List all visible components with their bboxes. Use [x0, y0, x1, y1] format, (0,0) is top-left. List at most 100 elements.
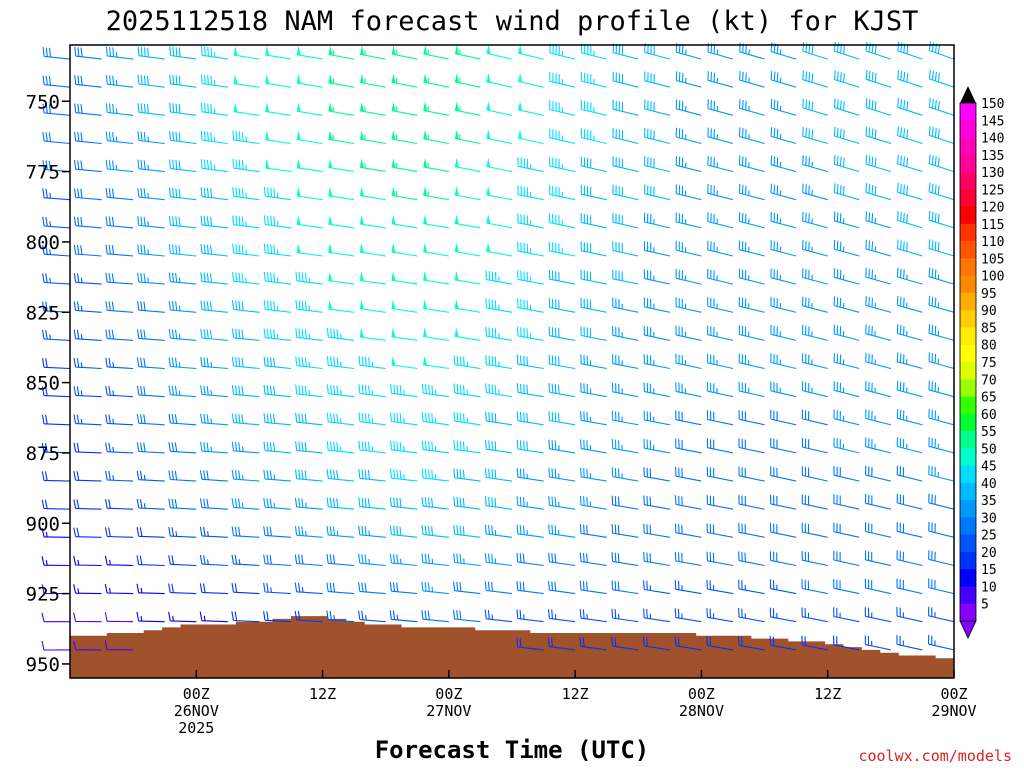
wind-barb: [802, 438, 827, 453]
wind-barb: [392, 102, 418, 116]
wind-barb: [138, 329, 165, 340]
wind-barb: [138, 244, 165, 256]
wind-barb: [43, 76, 70, 88]
wind-barb: [550, 100, 575, 115]
wind-barb: [897, 381, 922, 397]
wind-barb: [771, 99, 796, 115]
wind-barb: [898, 126, 923, 143]
wind-barb: [739, 325, 764, 340]
wind-barb: [802, 381, 827, 396]
wind-barb: [771, 269, 796, 285]
wind-barb: [707, 523, 733, 537]
colorbar-label: 10: [981, 580, 997, 595]
wind-barb: [517, 553, 544, 566]
wind-barb-layer: [42, 42, 954, 651]
y-tick-label: 950: [26, 654, 60, 676]
wind-barb: [264, 357, 291, 369]
wind-barb: [645, 185, 670, 200]
wind-barb: [359, 611, 386, 622]
wind-barb: [676, 184, 701, 199]
wind-barb: [201, 301, 228, 313]
color-legend: 1501451401351301251201151101051009590858…: [960, 86, 1004, 638]
colorbar-swatch: [960, 552, 976, 570]
wind-barb: [929, 465, 954, 481]
wind-barb: [42, 500, 70, 510]
wind-barb: [549, 609, 576, 622]
wind-barb: [360, 45, 386, 59]
wind-barb: [106, 358, 133, 369]
wind-barb: [803, 268, 828, 284]
colorbar-label: 15: [981, 563, 997, 578]
wind-barb: [42, 415, 70, 425]
wind-barb: [138, 216, 165, 228]
colorbar-swatch: [960, 379, 976, 397]
wind-barb: [233, 187, 260, 199]
wind-barb: [802, 410, 827, 425]
wind-barb: [518, 129, 544, 143]
x-axis-label: Forecast Time (UTC): [375, 736, 650, 764]
wind-barb: [644, 609, 670, 622]
colorbar-label: 40: [981, 477, 997, 492]
wind-barb: [360, 102, 386, 115]
wind-barb: [297, 46, 323, 59]
wind-barb: [234, 46, 260, 59]
wind-barb: [550, 242, 576, 256]
x-tick-label: 26NOV: [174, 702, 219, 720]
wind-barb: [74, 330, 101, 341]
wind-barb: [423, 130, 449, 144]
wind-barb: [866, 211, 891, 228]
credit-link[interactable]: coolwx.com/models: [858, 747, 1012, 765]
wind-barb: [328, 300, 354, 312]
wind-barb: [612, 581, 638, 594]
wind-barb: [390, 554, 417, 566]
wind-barb: [550, 213, 576, 228]
wind-barb: [835, 70, 860, 87]
wind-barb: [866, 324, 891, 340]
wind-barb: [866, 522, 891, 537]
wind-barb: [929, 522, 954, 537]
wind-barb: [580, 524, 606, 537]
wind-barb: [739, 212, 764, 228]
wind-barb: [929, 437, 954, 453]
wind-barb: [422, 525, 449, 537]
chart-title: 2025112518 NAM forecast wind profile (kt…: [106, 6, 919, 37]
wind-barb: [676, 156, 701, 172]
colorbar-swatch: [960, 466, 976, 484]
wind-barb: [549, 383, 575, 397]
wind-barb: [866, 438, 891, 453]
colorbar-label: 90: [981, 304, 997, 319]
wind-barb: [329, 130, 355, 143]
wind-barb: [201, 244, 228, 256]
wind-barb: [105, 612, 133, 621]
wind-barb: [676, 382, 702, 397]
wind-barb: [581, 270, 607, 284]
wind-barb: [390, 497, 417, 509]
wind-barb: [549, 298, 575, 312]
wind-barb: [138, 47, 165, 60]
wind-barb: [297, 74, 323, 87]
wind-barb: [392, 300, 418, 313]
wind-barb: [265, 159, 291, 172]
colorbar-label: 95: [981, 287, 997, 302]
wind-barb: [740, 127, 765, 143]
wind-barb: [739, 241, 764, 257]
wind-barb: [645, 128, 670, 144]
wind-barb: [295, 583, 322, 594]
wind-barb: [518, 73, 543, 88]
wind-barb: [929, 239, 954, 256]
wind-barb: [454, 384, 480, 397]
wind-barb: [74, 584, 102, 593]
wind-barb: [613, 100, 638, 115]
wind-barb: [200, 612, 228, 622]
wind-barb: [739, 410, 765, 425]
wind-barb: [866, 183, 891, 200]
wind-barb: [43, 217, 70, 228]
wind-barb: [328, 187, 354, 200]
wind-barb: [454, 525, 481, 537]
wind-barb: [391, 384, 418, 397]
colorbar-label: 55: [981, 425, 997, 440]
wind-barb: [866, 353, 891, 369]
wind-barb: [233, 272, 260, 284]
wind-barb: [770, 551, 796, 565]
wind-barb: [105, 556, 133, 566]
